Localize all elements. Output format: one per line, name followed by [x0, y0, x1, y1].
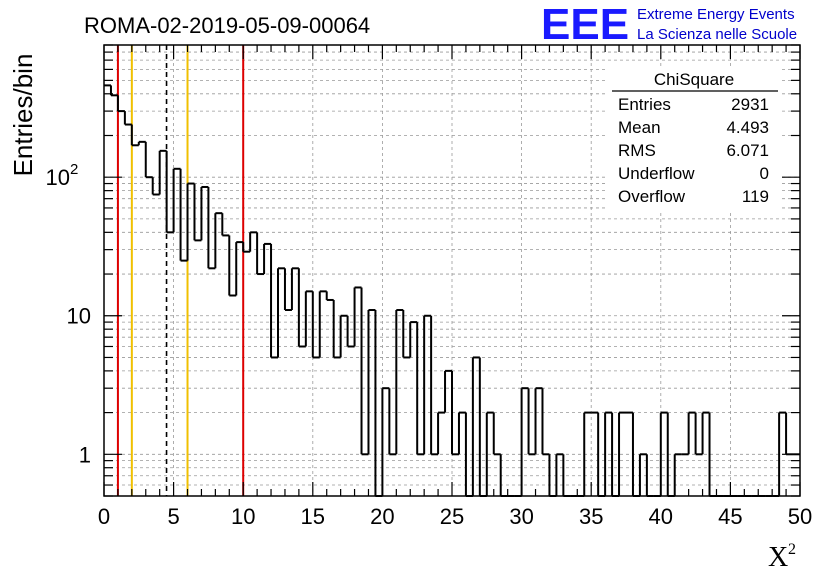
x-tick-label: 0 [98, 504, 110, 529]
y-tick-label-exponent: 2 [70, 161, 78, 178]
stats-value-rms: 6.071 [726, 141, 769, 160]
stats-label-overflow: Overflow [618, 187, 686, 206]
y-tick-label: 10 [46, 165, 70, 190]
x-tick-label: 50 [788, 504, 812, 529]
x-tick-label: 20 [370, 504, 394, 529]
x-tick-label: 45 [718, 504, 742, 529]
x-tick-label: 5 [167, 504, 179, 529]
x-tick-label: 35 [579, 504, 603, 529]
x-tick-label: 10 [231, 504, 255, 529]
stats-value-underflow: 0 [760, 164, 769, 183]
chart-title: ROMA-02-2019-05-09-00064 [84, 13, 370, 38]
y-tick-label: 10 [67, 304, 91, 329]
stats-value-mean: 4.493 [726, 118, 769, 137]
x-axis-label-superscript: 2 [788, 541, 796, 558]
x-axis-label-group: X 2 [768, 541, 796, 572]
stats-label-entries: Entries [618, 95, 671, 114]
x-axis-label: X [768, 542, 788, 572]
eee-logo: EEE Extreme Energy Events La Scienza nel… [541, 0, 797, 49]
y-tick-label: 1 [79, 442, 91, 467]
x-tick-label: 30 [509, 504, 533, 529]
eee-logo-line1: Extreme Energy Events [637, 6, 795, 23]
stats-value-entries: 2931 [731, 95, 769, 114]
x-tick-label: 15 [301, 504, 325, 529]
eee-logo-letters: EEE [541, 0, 629, 49]
stats-label-underflow: Underflow [618, 164, 695, 183]
reference-lines [116, 45, 245, 496]
y-axis-label: Entries/bin [8, 54, 38, 177]
x-tick-label: 40 [649, 504, 673, 529]
stats-box: ChiSquare Entries 2931 Mean 4.493 RMS 6.… [608, 66, 782, 210]
stats-value-overflow: 119 [742, 187, 769, 206]
stats-label-mean: Mean [618, 118, 661, 137]
stats-box-title: ChiSquare [654, 70, 734, 89]
eee-logo-line2: La Scienza nelle Scuole [637, 26, 797, 43]
x-tick-label: 25 [440, 504, 464, 529]
stats-label-rms: RMS [618, 141, 656, 160]
histogram-outline [104, 84, 800, 497]
stats-box-background [608, 66, 782, 210]
